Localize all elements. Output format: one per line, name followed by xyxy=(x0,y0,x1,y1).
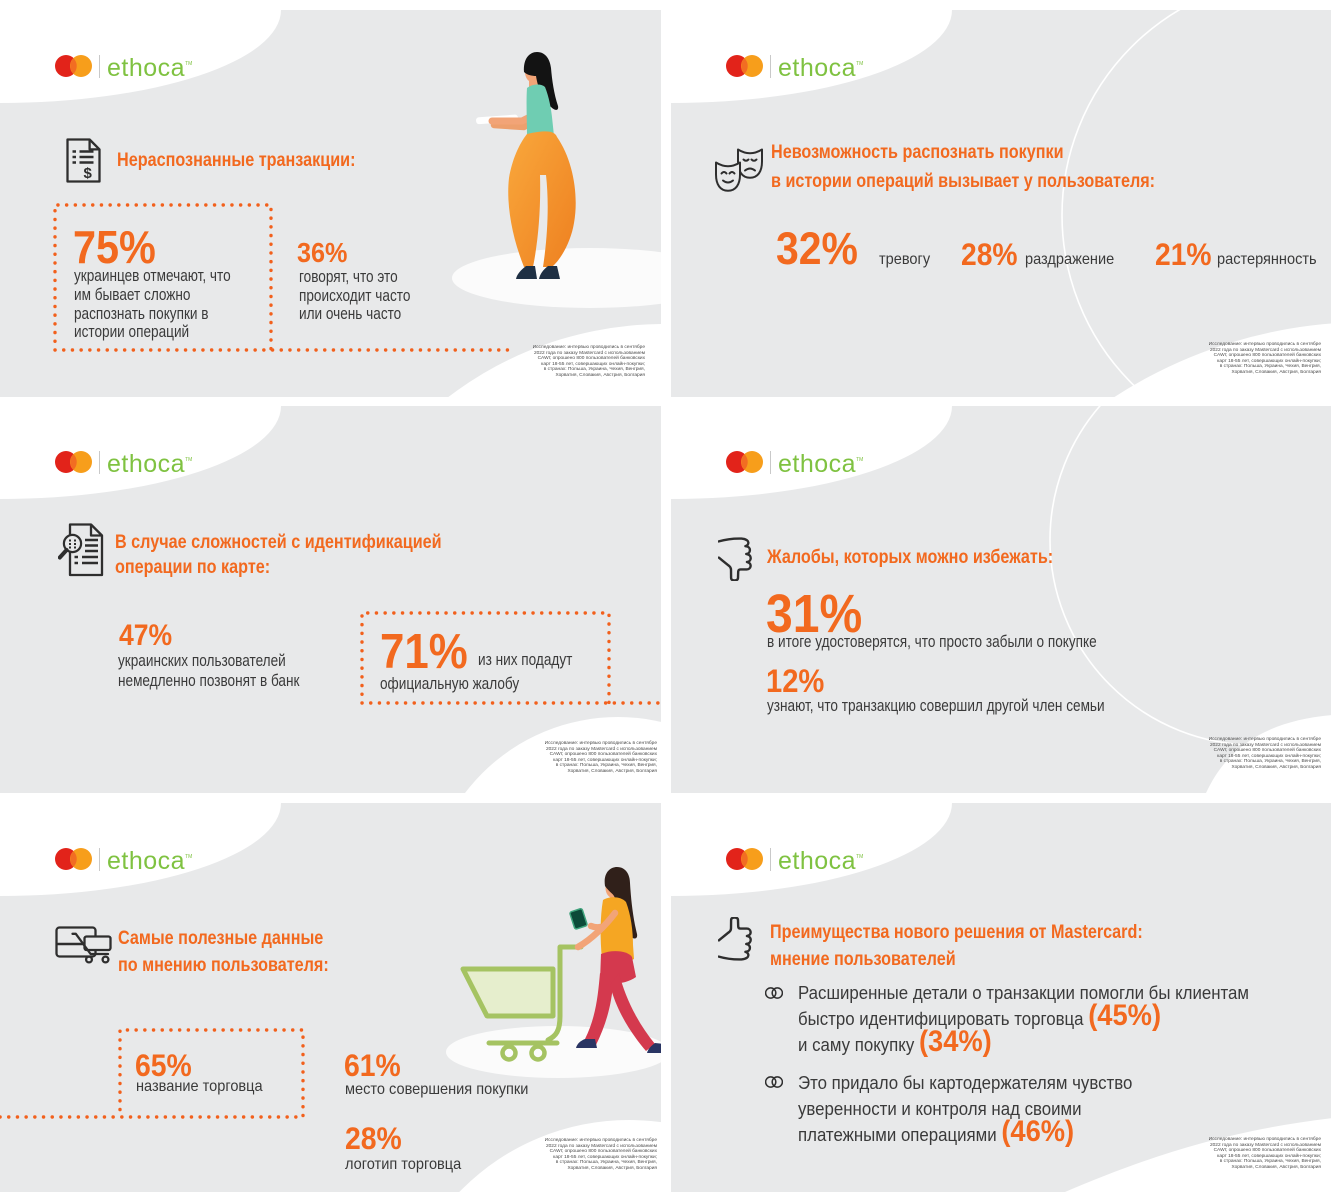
svg-text:$: $ xyxy=(84,165,93,182)
